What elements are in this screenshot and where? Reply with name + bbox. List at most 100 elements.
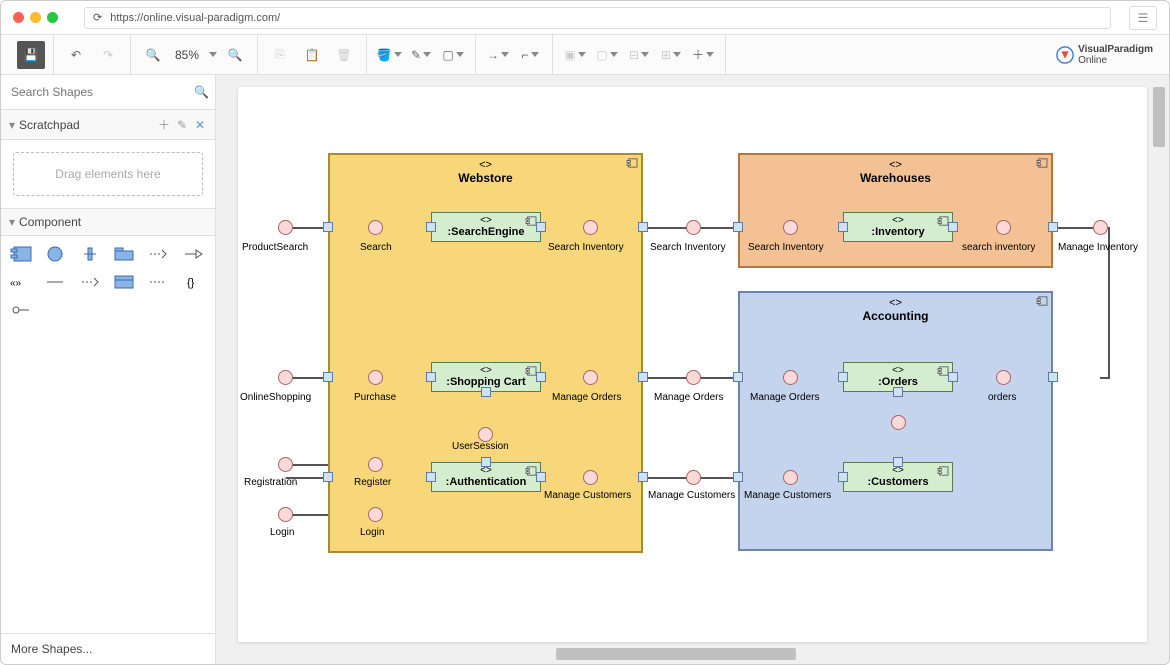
interface-ball[interactable]	[783, 220, 798, 235]
shape-class-icon[interactable]	[112, 272, 136, 292]
more-shapes-button[interactable]: More Shapes...	[1, 633, 215, 664]
waypoint-button[interactable]: ⌐	[516, 41, 544, 69]
shadow-button[interactable]: ▢	[439, 41, 467, 69]
copy-button[interactable]: ⎘	[266, 41, 294, 69]
collapse-icon[interactable]: ▾	[9, 118, 15, 132]
interface-ball[interactable]	[583, 220, 598, 235]
hamburger-menu-icon[interactable]: ☰	[1129, 6, 1157, 30]
shape-usage-icon[interactable]	[78, 272, 102, 292]
shape-association-icon[interactable]	[43, 272, 67, 292]
shape-constraint-icon[interactable]: {}	[181, 272, 205, 292]
fill-button[interactable]: 🪣	[375, 41, 403, 69]
shape-package-icon[interactable]	[112, 244, 136, 264]
component-search_engine[interactable]: <>:SearchEngine	[431, 212, 541, 242]
port[interactable]	[893, 387, 903, 397]
component-panel-header[interactable]: ▾ Component	[1, 209, 215, 236]
brand-logo[interactable]: VisualParadigmOnline	[1056, 44, 1161, 66]
interface-ball[interactable]	[478, 427, 493, 442]
minimize-icon[interactable]	[30, 12, 41, 23]
vertical-scrollbar[interactable]	[1153, 87, 1165, 642]
interface-ball[interactable]	[278, 220, 293, 235]
port[interactable]	[1048, 372, 1058, 382]
maximize-icon[interactable]	[47, 12, 58, 23]
port[interactable]	[733, 222, 743, 232]
port[interactable]	[426, 372, 436, 382]
interface-ball[interactable]	[996, 220, 1011, 235]
scratchpad-dropzone[interactable]: Drag elements here	[13, 152, 203, 196]
interface-ball[interactable]	[686, 370, 701, 385]
port[interactable]	[838, 222, 848, 232]
url-bar[interactable]: ⟳ https://online.visual-paradigm.com/	[84, 7, 1111, 29]
connection-button[interactable]: →	[484, 41, 512, 69]
zoom-in-button[interactable]: 🔍	[221, 41, 249, 69]
interface-ball[interactable]	[1093, 220, 1108, 235]
zoom-out-button[interactable]: 🔍	[139, 41, 167, 69]
port[interactable]	[426, 472, 436, 482]
align-button[interactable]: ⊟	[625, 41, 653, 69]
port[interactable]	[1048, 222, 1058, 232]
shape-generalization-icon[interactable]: «»	[9, 272, 33, 292]
delete-button[interactable]: 🗑	[330, 41, 358, 69]
port[interactable]	[638, 222, 648, 232]
shape-port-icon[interactable]	[78, 244, 102, 264]
tofront-button[interactable]: ▣	[561, 41, 589, 69]
add-button[interactable]: ＋	[689, 41, 717, 69]
interface-ball[interactable]	[368, 220, 383, 235]
port[interactable]	[948, 222, 958, 232]
close-scratch-icon[interactable]: ✕	[193, 118, 207, 132]
canvas-area[interactable]: <>Webstore<>Warehouses<>Accounting<>:Sea…	[216, 75, 1169, 664]
interface-ball[interactable]	[996, 370, 1011, 385]
edit-scratch-icon[interactable]: ✎	[175, 118, 189, 132]
interface-ball[interactable]	[368, 507, 383, 522]
port[interactable]	[733, 472, 743, 482]
component-inventory[interactable]: <>:Inventory	[843, 212, 953, 242]
interface-ball[interactable]	[686, 470, 701, 485]
canvas[interactable]: <>Webstore<>Warehouses<>Accounting<>:Sea…	[238, 87, 1147, 642]
interface-ball[interactable]	[368, 370, 383, 385]
collapse-icon[interactable]: ▾	[9, 215, 15, 229]
interface-ball[interactable]	[783, 470, 798, 485]
close-icon[interactable]	[13, 12, 24, 23]
port[interactable]	[638, 372, 648, 382]
port[interactable]	[323, 372, 333, 382]
search-icon[interactable]: 🔍	[194, 85, 209, 99]
interface-ball[interactable]	[278, 507, 293, 522]
port[interactable]	[638, 472, 648, 482]
horizontal-scrollbar[interactable]	[238, 648, 1147, 660]
save-button[interactable]: 💾	[17, 41, 45, 69]
scratchpad-header[interactable]: ▾ Scratchpad ＋ ✎ ✕	[1, 110, 215, 140]
port[interactable]	[838, 372, 848, 382]
interface-ball[interactable]	[891, 415, 906, 430]
search-input[interactable]	[7, 81, 194, 103]
stroke-button[interactable]: ✎	[407, 41, 435, 69]
shape-realization-icon[interactable]	[181, 244, 205, 264]
interface-ball[interactable]	[278, 457, 293, 472]
undo-button[interactable]: ↶	[62, 41, 90, 69]
interface-ball[interactable]	[368, 457, 383, 472]
port[interactable]	[481, 457, 491, 467]
interface-ball[interactable]	[583, 370, 598, 385]
port[interactable]	[536, 222, 546, 232]
shape-component-icon[interactable]	[9, 244, 33, 264]
port[interactable]	[323, 222, 333, 232]
port[interactable]	[948, 372, 958, 382]
toback-button[interactable]: ▢	[593, 41, 621, 69]
zoom-dropdown-icon[interactable]	[209, 52, 217, 57]
shape-lollipop-icon[interactable]	[9, 300, 33, 320]
interface-ball[interactable]	[278, 370, 293, 385]
port[interactable]	[536, 472, 546, 482]
port[interactable]	[536, 372, 546, 382]
interface-ball[interactable]	[783, 370, 798, 385]
port[interactable]	[893, 457, 903, 467]
interface-ball[interactable]	[686, 220, 701, 235]
port[interactable]	[481, 387, 491, 397]
port[interactable]	[426, 222, 436, 232]
distribute-button[interactable]: ⊞	[657, 41, 685, 69]
shape-dependency-icon[interactable]	[146, 244, 170, 264]
redo-button[interactable]: ↷	[94, 41, 122, 69]
paste-button[interactable]: 📋	[298, 41, 326, 69]
shape-node-icon[interactable]	[43, 244, 67, 264]
port[interactable]	[838, 472, 848, 482]
add-scratch-icon[interactable]: ＋	[157, 116, 171, 133]
interface-ball[interactable]	[583, 470, 598, 485]
